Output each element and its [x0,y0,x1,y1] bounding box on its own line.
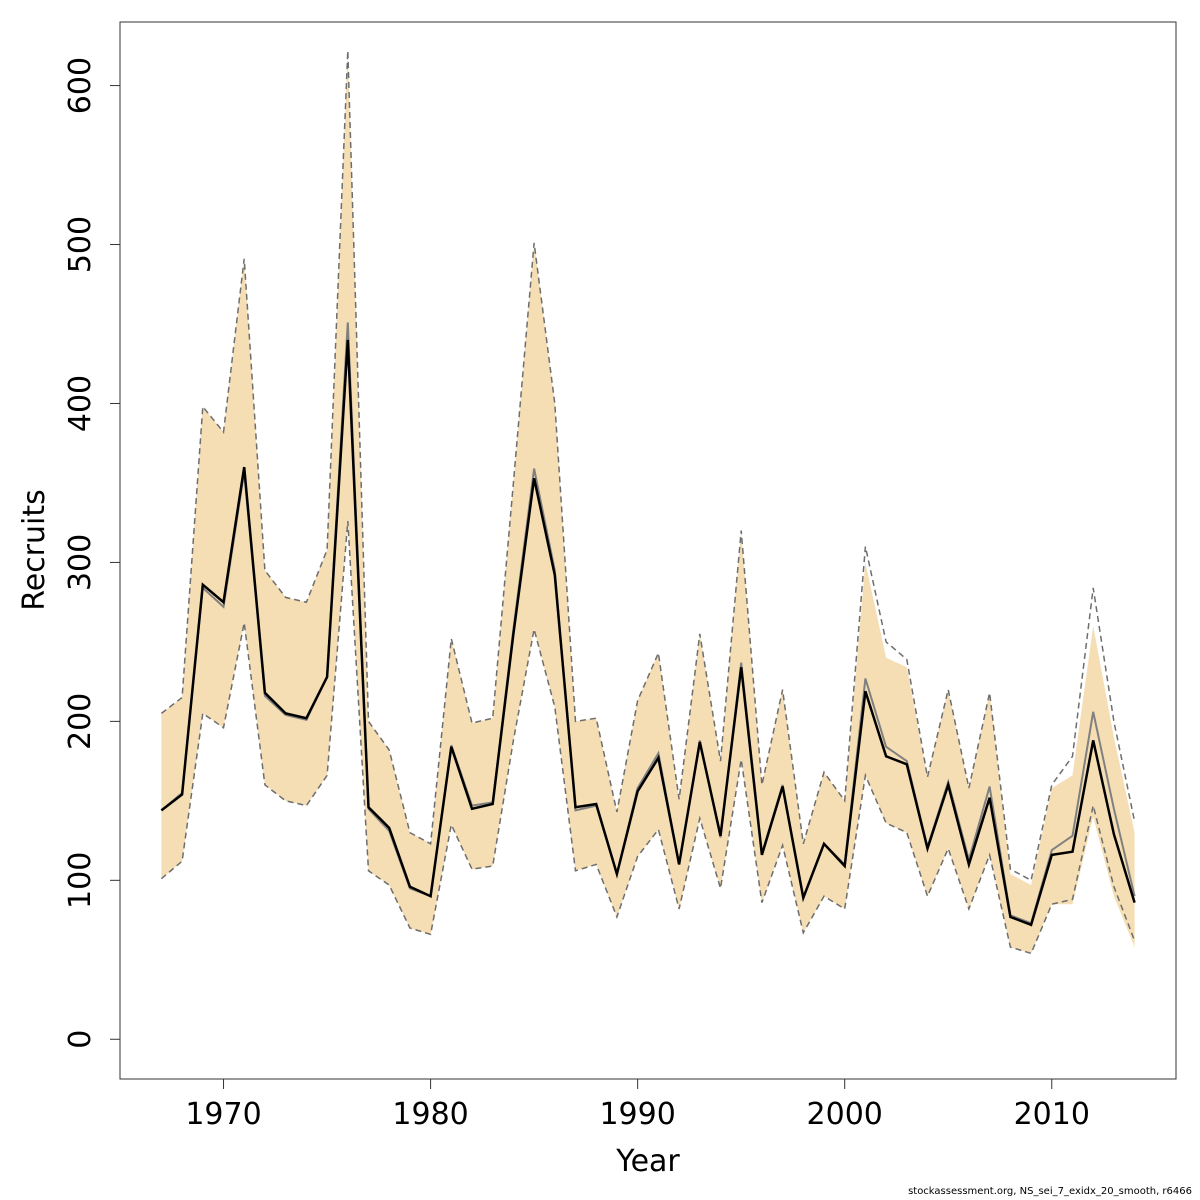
y-axis-title: Recruits [17,489,52,611]
y-tick-label: 400 [63,375,98,432]
ci-lower-line [160,521,1136,955]
y-tick-label: 500 [63,216,98,273]
confidence-interval-lines [160,50,1136,955]
x-tick-label: 2010 [1014,1097,1090,1132]
y-tick-label: 0 [63,1030,98,1049]
footer-note: stockassessment.org, NS_sei_7_exidx_20_s… [908,1186,1192,1197]
y-tick-label: 200 [63,693,98,750]
x-axis: 1970 1980 1990 2000 2010 [185,1078,1090,1132]
y-axis: 0 100 200 300 400 500 600 [63,57,121,1049]
recruits-estimate-line [160,339,1136,927]
confidence-band [161,50,1135,954]
y-tick-label: 300 [63,534,98,591]
x-tick-label: 1980 [392,1097,468,1132]
confidence-band-layer [161,50,1135,954]
y-tick-label: 100 [63,852,98,909]
x-tick-label: 1970 [185,1097,261,1132]
x-axis-title: Year [615,1144,680,1179]
y-tick-label: 600 [63,57,98,114]
estimate-lines [160,322,1136,927]
ci-upper-line [160,50,1136,882]
x-tick-label: 2000 [807,1097,883,1132]
x-tick-label: 1990 [599,1097,675,1132]
